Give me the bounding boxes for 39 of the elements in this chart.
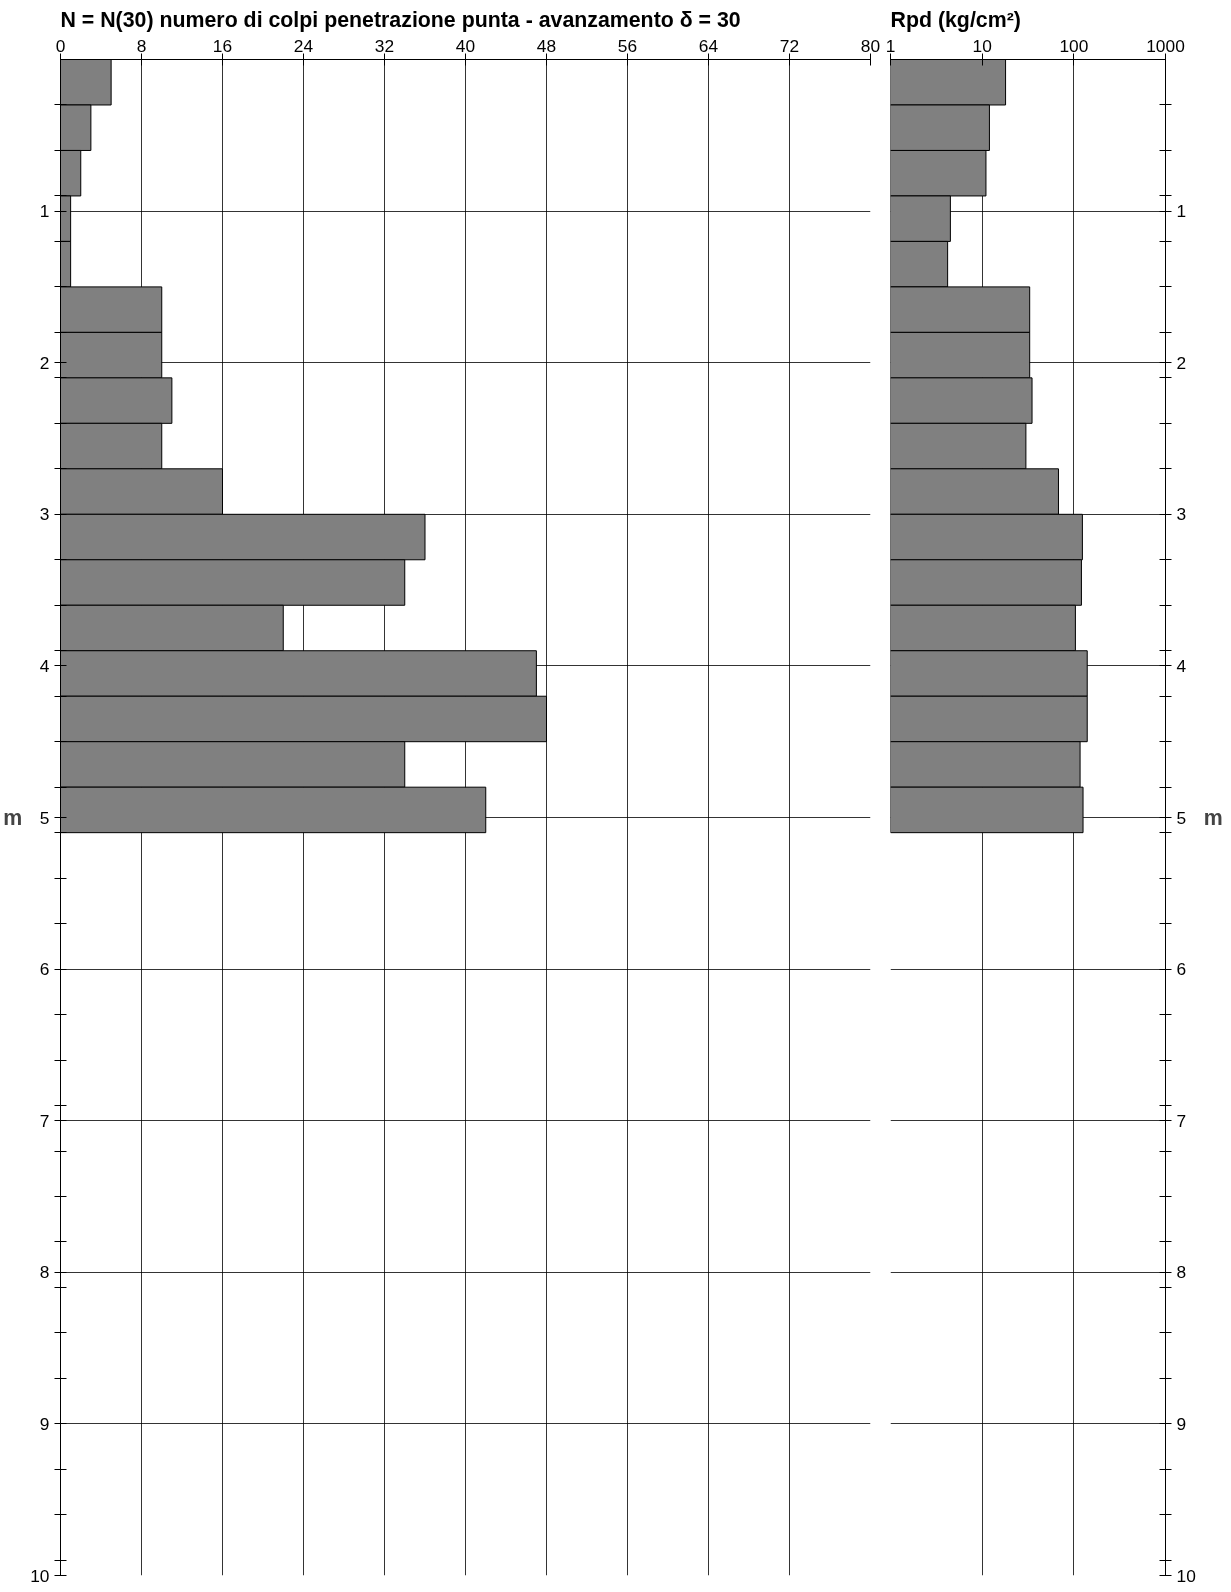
y-tick-label: 10 bbox=[1176, 1565, 1196, 1586]
x-tick-label: 16 bbox=[212, 35, 233, 56]
x-tick-label: 32 bbox=[374, 35, 395, 56]
x-tick-label: 56 bbox=[617, 35, 638, 56]
y-tick-label: 3 bbox=[1176, 504, 1187, 525]
x-tick-label: 0 bbox=[55, 35, 66, 56]
y-tick-label: 4 bbox=[39, 655, 50, 676]
x-tick-label: 100 bbox=[1059, 35, 1089, 56]
y-tick-label: 9 bbox=[1176, 1413, 1187, 1434]
y-tick-label: 8 bbox=[1176, 1262, 1187, 1283]
y-tick-label: 4 bbox=[1176, 655, 1187, 676]
y-axis-title: m bbox=[3, 805, 23, 830]
x-tick-label: 1000 bbox=[1146, 35, 1185, 56]
chart-title: Rpd (kg/cm²) bbox=[890, 7, 1021, 32]
y-tick-label: 5 bbox=[1176, 807, 1187, 828]
x-tick-label: 1 bbox=[885, 35, 896, 56]
x-tick-label: 8 bbox=[136, 35, 147, 56]
y-axis-title: m bbox=[1203, 805, 1223, 830]
x-tick-label: 24 bbox=[293, 35, 314, 56]
y-tick-label: 6 bbox=[1176, 959, 1187, 980]
y-tick-label: 5 bbox=[39, 807, 50, 828]
x-tick-label: 10 bbox=[972, 35, 992, 56]
x-tick-label: 48 bbox=[536, 35, 557, 56]
y-tick-label: 9 bbox=[39, 1413, 50, 1434]
x-tick-label: 80 bbox=[860, 35, 881, 56]
y-tick-label: 6 bbox=[39, 959, 50, 980]
y-tick-label: 3 bbox=[39, 504, 50, 525]
y-tick-label: 1 bbox=[1176, 201, 1187, 222]
y-tick-label: 1 bbox=[39, 201, 50, 222]
y-tick-label: 2 bbox=[1176, 352, 1187, 373]
x-tick-label: 40 bbox=[455, 35, 476, 56]
chart-title: N = N(30) numero di colpi penetrazione punta - avanzamento δ = 30 bbox=[60, 7, 741, 32]
x-tick-label: 64 bbox=[698, 35, 719, 56]
y-tick-label: 2 bbox=[39, 352, 50, 373]
y-tick-label: 7 bbox=[39, 1110, 50, 1131]
y-tick-label: 10 bbox=[30, 1565, 50, 1586]
y-tick-label: 7 bbox=[1176, 1110, 1187, 1131]
y-tick-label: 8 bbox=[39, 1262, 50, 1283]
x-tick-label: 72 bbox=[779, 35, 800, 56]
